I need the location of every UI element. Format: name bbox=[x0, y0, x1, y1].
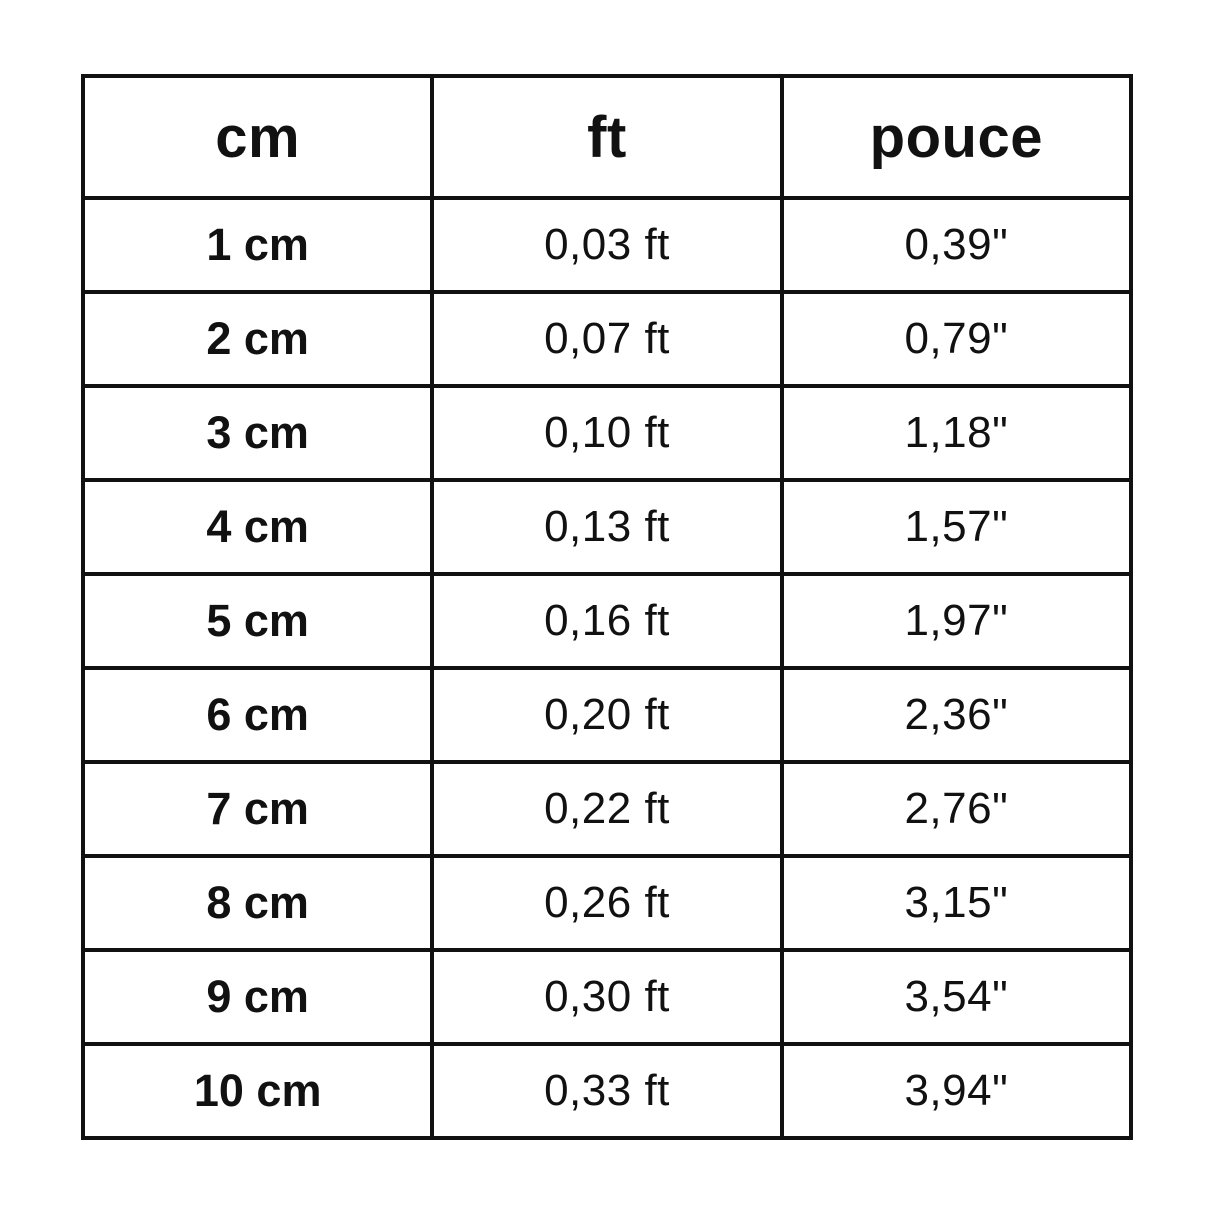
pouce-value: 0,79" bbox=[779, 290, 1134, 388]
column-header-pouce: pouce bbox=[779, 74, 1134, 200]
cm-value: 10 cm bbox=[80, 1042, 435, 1140]
pouce-value: 3,15" bbox=[779, 854, 1134, 952]
pouce-value: 0,39" bbox=[779, 196, 1134, 294]
table-row: 7 cm 0,22 ft 2,76" bbox=[80, 760, 1134, 858]
table-row: 9 cm 0,30 ft 3,54" bbox=[80, 948, 1134, 1046]
table-row: 8 cm 0,26 ft 3,15" bbox=[80, 854, 1134, 952]
table-row: 5 cm 0,16 ft 1,97" bbox=[80, 572, 1134, 670]
table-row: 6 cm 0,20 ft 2,36" bbox=[80, 666, 1134, 764]
ft-value: 0,22 ft bbox=[430, 760, 784, 858]
header-row: cm ft pouce bbox=[80, 74, 1134, 200]
table-row: 2 cm 0,07 ft 0,79" bbox=[80, 290, 1134, 388]
pouce-value: 1,18" bbox=[779, 384, 1134, 482]
column-header-cm: cm bbox=[80, 74, 435, 200]
table-row: 10 cm 0,33 ft 3,94" bbox=[80, 1042, 1134, 1140]
pouce-value: 1,57" bbox=[779, 478, 1134, 576]
ft-value: 0,16 ft bbox=[430, 572, 784, 670]
ft-value: 0,07 ft bbox=[430, 290, 784, 388]
ft-value: 0,26 ft bbox=[430, 854, 784, 952]
ft-value: 0,30 ft bbox=[430, 948, 784, 1046]
pouce-value: 3,94" bbox=[779, 1042, 1134, 1140]
table-row: 3 cm 0,10 ft 1,18" bbox=[80, 384, 1134, 482]
column-header-ft: ft bbox=[430, 74, 784, 200]
ft-value: 0,03 ft bbox=[430, 196, 784, 294]
cm-value: 1 cm bbox=[80, 196, 435, 294]
ft-value: 0,10 ft bbox=[430, 384, 784, 482]
table-row: 1 cm 0,03 ft 0,39" bbox=[80, 196, 1134, 294]
ft-value: 0,13 ft bbox=[430, 478, 784, 576]
ft-value: 0,33 ft bbox=[430, 1042, 784, 1140]
pouce-value: 2,76" bbox=[779, 760, 1134, 858]
cm-value: 5 cm bbox=[80, 572, 435, 670]
cm-value: 3 cm bbox=[80, 384, 435, 482]
cm-value: 4 cm bbox=[80, 478, 435, 576]
pouce-value: 1,97" bbox=[779, 572, 1134, 670]
cm-value: 2 cm bbox=[80, 290, 435, 388]
cm-value: 9 cm bbox=[80, 948, 435, 1046]
cm-value: 7 cm bbox=[80, 760, 435, 858]
cm-value: 6 cm bbox=[80, 666, 435, 764]
cm-ft-pouce-conversion-table: cm ft pouce 1 cm 0,03 ft 0,39" 2 cm 0,07… bbox=[80, 74, 1134, 1140]
pouce-value: 3,54" bbox=[779, 948, 1134, 1046]
pouce-value: 2,36" bbox=[779, 666, 1134, 764]
cm-value: 8 cm bbox=[80, 854, 435, 952]
table-row: 4 cm 0,13 ft 1,57" bbox=[80, 478, 1134, 576]
ft-value: 0,20 ft bbox=[430, 666, 784, 764]
